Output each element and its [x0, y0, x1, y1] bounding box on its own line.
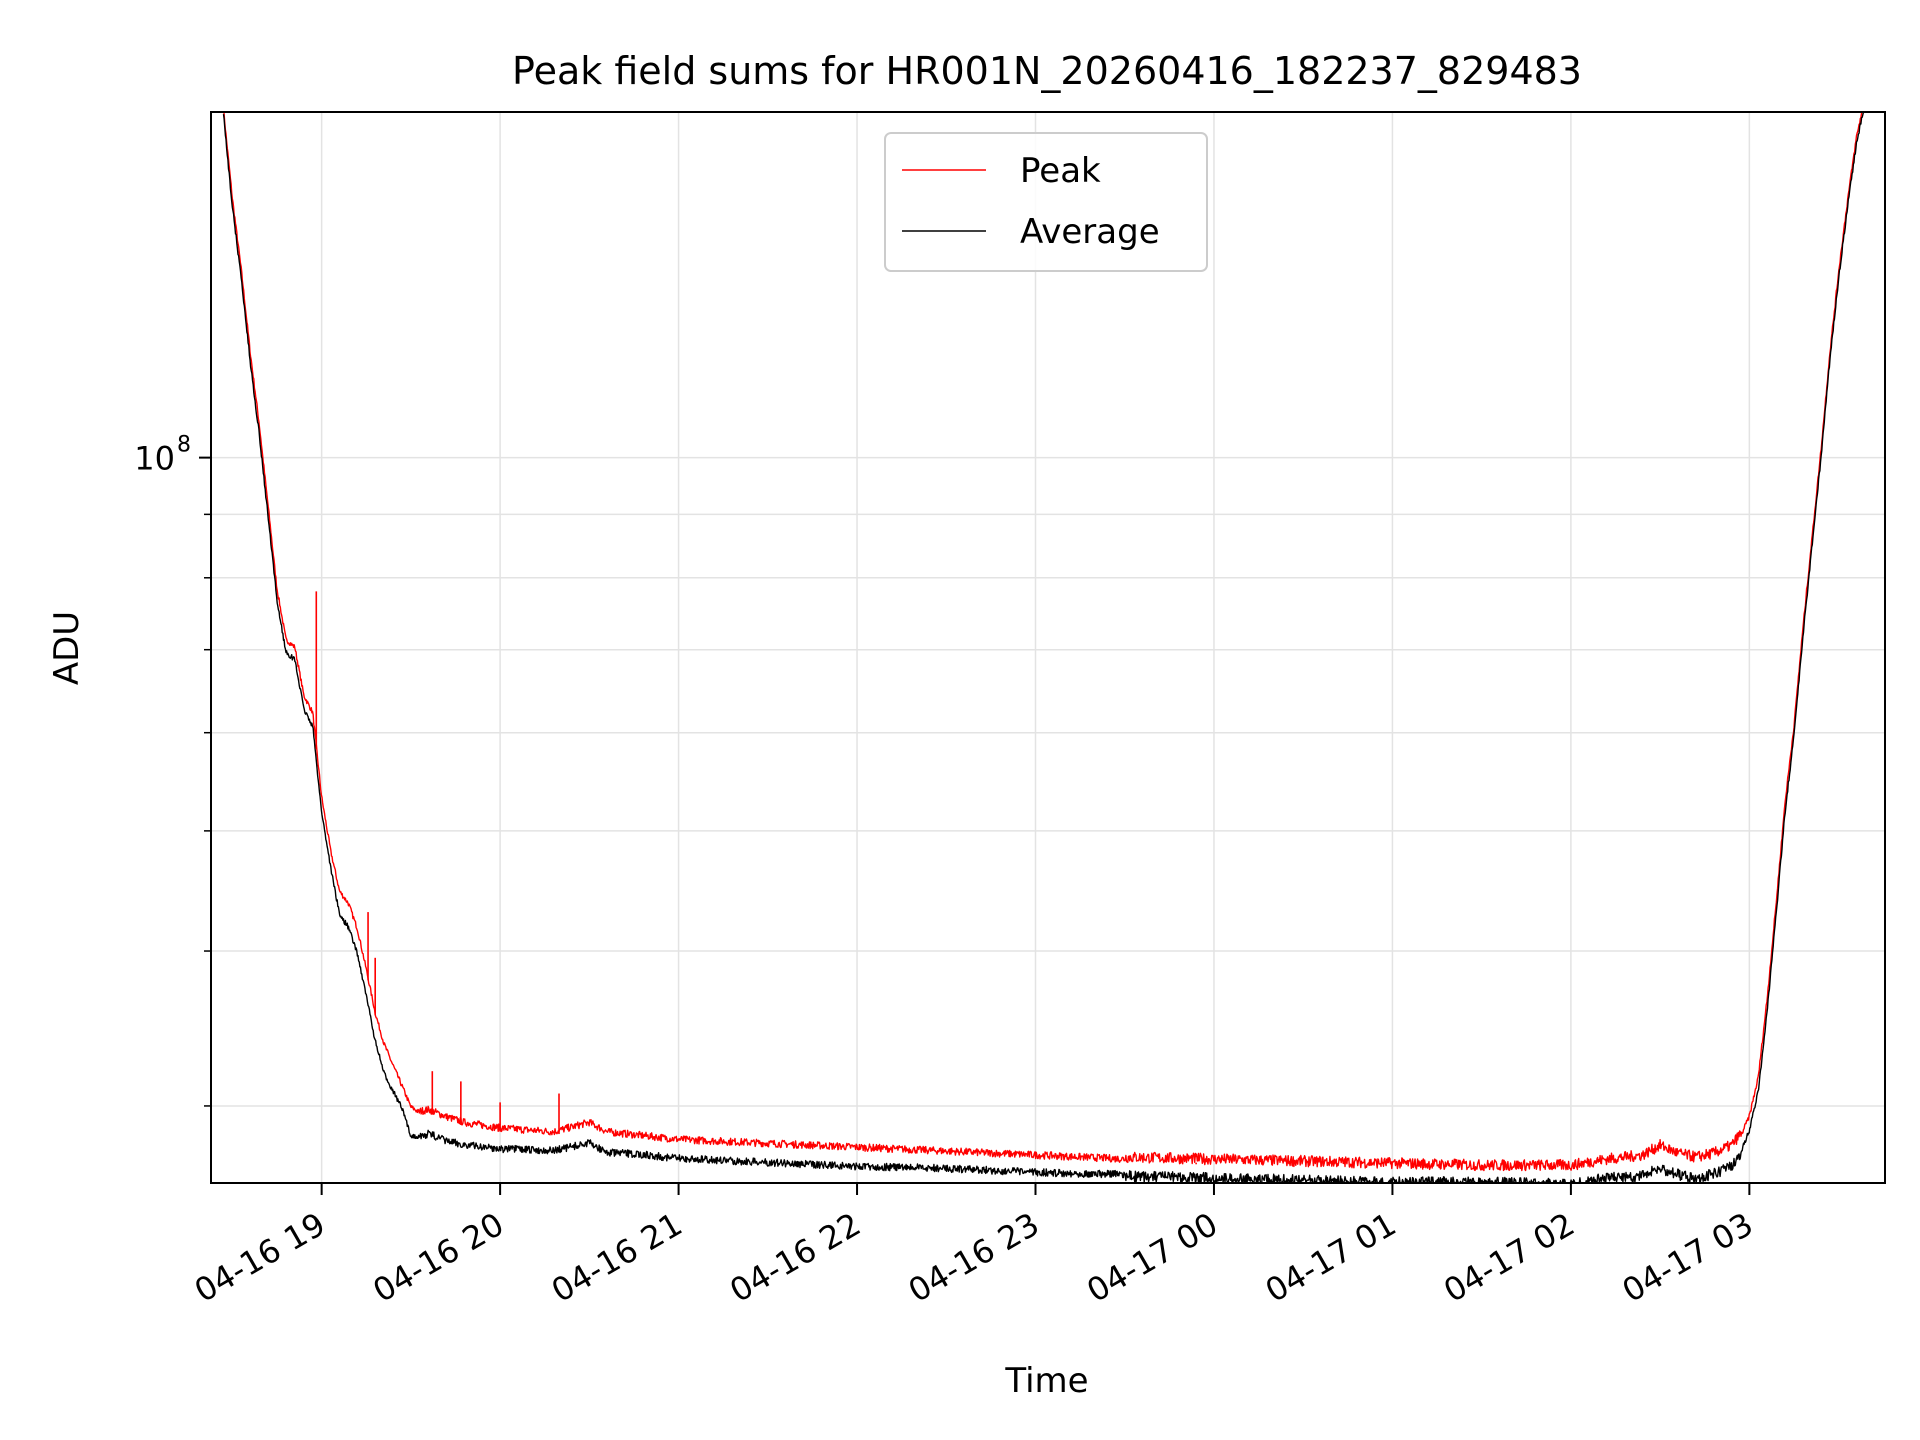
series-line-peak: [222, 111, 1866, 1172]
y-tick-label: 10: [134, 440, 175, 478]
x-tick-label: 04-16 22: [723, 1205, 867, 1310]
x-tick-label: 04-17 03: [1616, 1205, 1760, 1310]
y-tick-exponent: 8: [177, 433, 191, 458]
grid: [211, 112, 1885, 1183]
y-axis-label: ADU: [47, 611, 87, 685]
x-tick-label: 04-17 02: [1437, 1205, 1581, 1310]
x-tick-label: 04-17 00: [1080, 1205, 1224, 1310]
plot-frame: [210, 111, 1886, 1184]
x-tick-label: 04-16 21: [545, 1205, 689, 1310]
series-layer: [222, 111, 1866, 1184]
x-axis: 04-16 19 04-16 20 04-16 21 04-16 22 04-16 23…: [188, 1183, 1759, 1310]
x-tick-label: 04-16 23: [902, 1205, 1046, 1310]
legend-label-peak: Peak: [1020, 151, 1101, 191]
legend: Peak Average: [884, 132, 1208, 272]
y-tick-base: 10: [134, 440, 175, 478]
y-axis: 10 8: [134, 433, 211, 1107]
legend-box: [884, 132, 1208, 272]
legend-label-average: Average: [1020, 212, 1160, 252]
series-line-average: [222, 111, 1866, 1184]
chart-title: Peak field sums for HR001N_20260416_1822…: [512, 49, 1582, 93]
x-tick-label: 04-16 20: [367, 1205, 511, 1310]
x-axis-label: Time: [1004, 1361, 1088, 1401]
x-tick-label: 04-17 01: [1259, 1205, 1403, 1310]
x-tick-label: 04-16 19: [188, 1205, 332, 1310]
